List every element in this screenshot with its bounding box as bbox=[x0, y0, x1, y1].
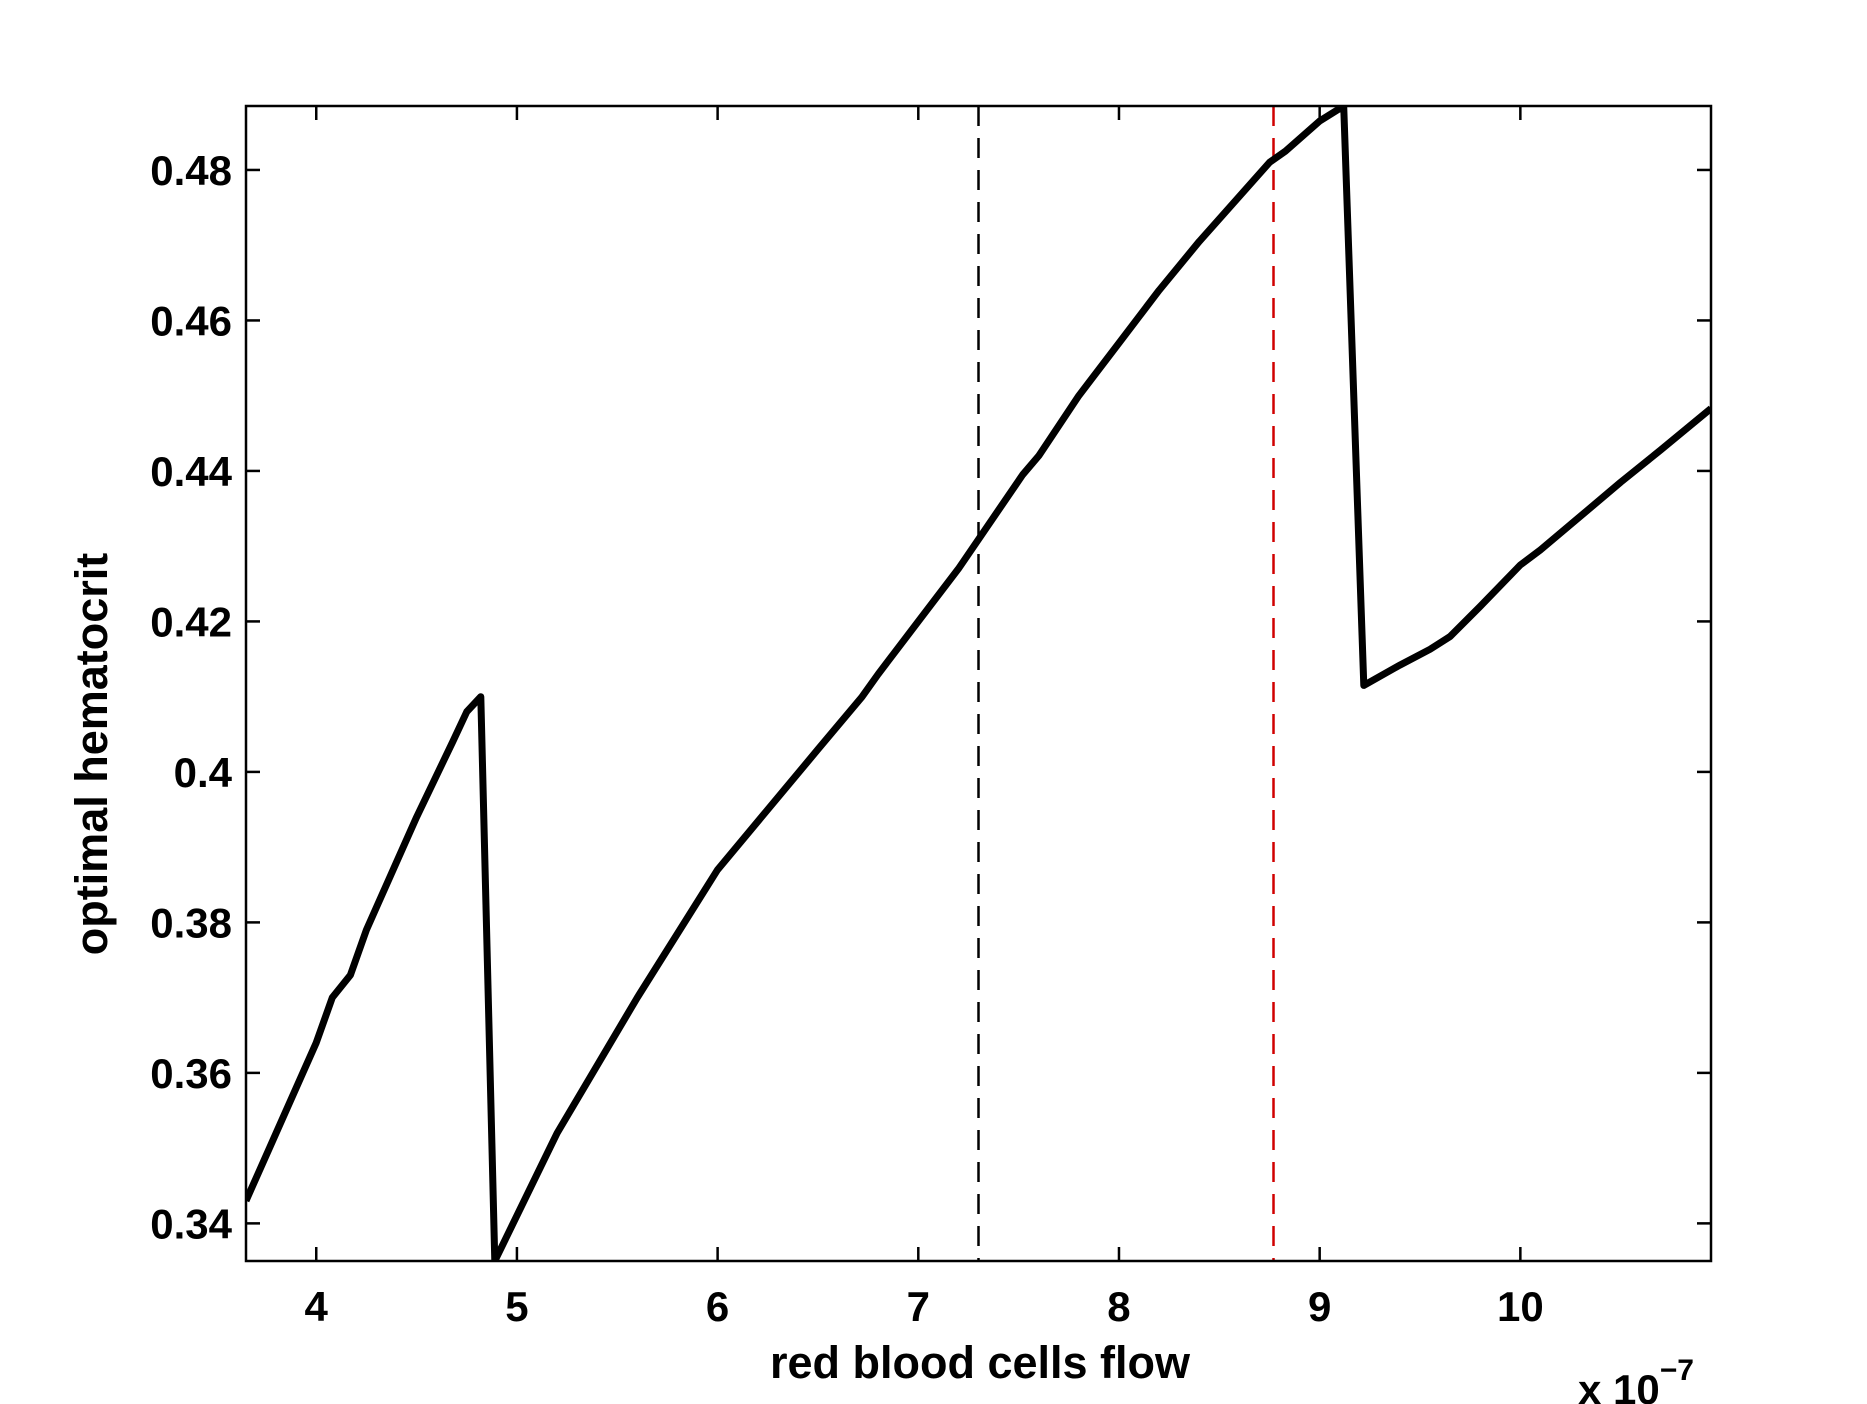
x-tick-label: 5 bbox=[505, 1283, 528, 1330]
x-tick-label: 6 bbox=[706, 1283, 729, 1330]
reference-lines bbox=[977, 106, 1275, 1261]
y-axis-title: optimal hematocrit bbox=[66, 553, 117, 956]
x-multiplier-exponent: −7 bbox=[1660, 1354, 1694, 1387]
x-multiplier-base: x 10 bbox=[1578, 1366, 1660, 1404]
x-multiplier-label: x 10−7 bbox=[1578, 1354, 1694, 1404]
y-tick-label: 0.34 bbox=[150, 1200, 232, 1247]
x-tick-label: 9 bbox=[1308, 1283, 1331, 1330]
series-line-1 bbox=[246, 106, 1711, 1261]
y-tick-label: 0.48 bbox=[150, 147, 232, 194]
y-tick-label: 0.38 bbox=[150, 899, 232, 946]
axis-ticks bbox=[246, 106, 1711, 1261]
x-tick-label: 7 bbox=[907, 1283, 930, 1330]
tick-labels: 4 5 6 7 8 9 10 0.34 0.36 0.38 0.4 0.42 0.44 0.46 0.48 bbox=[150, 147, 1543, 1330]
y-tick-label: 0.46 bbox=[150, 297, 232, 344]
x-tick-label: 4 bbox=[305, 1283, 329, 1330]
y-tick-label: 0.42 bbox=[150, 598, 232, 645]
plot-frame bbox=[244, 104, 1713, 1263]
y-tick-label: 0.36 bbox=[150, 1050, 232, 1097]
y-tick-label: 0.4 bbox=[174, 749, 233, 796]
x-tick-label: 10 bbox=[1497, 1283, 1544, 1330]
x-axis-title: red blood cells flow bbox=[770, 1337, 1191, 1388]
series-layer bbox=[246, 106, 1711, 1261]
x-tick-label: 8 bbox=[1107, 1283, 1130, 1330]
y-tick-label: 0.44 bbox=[150, 448, 232, 495]
